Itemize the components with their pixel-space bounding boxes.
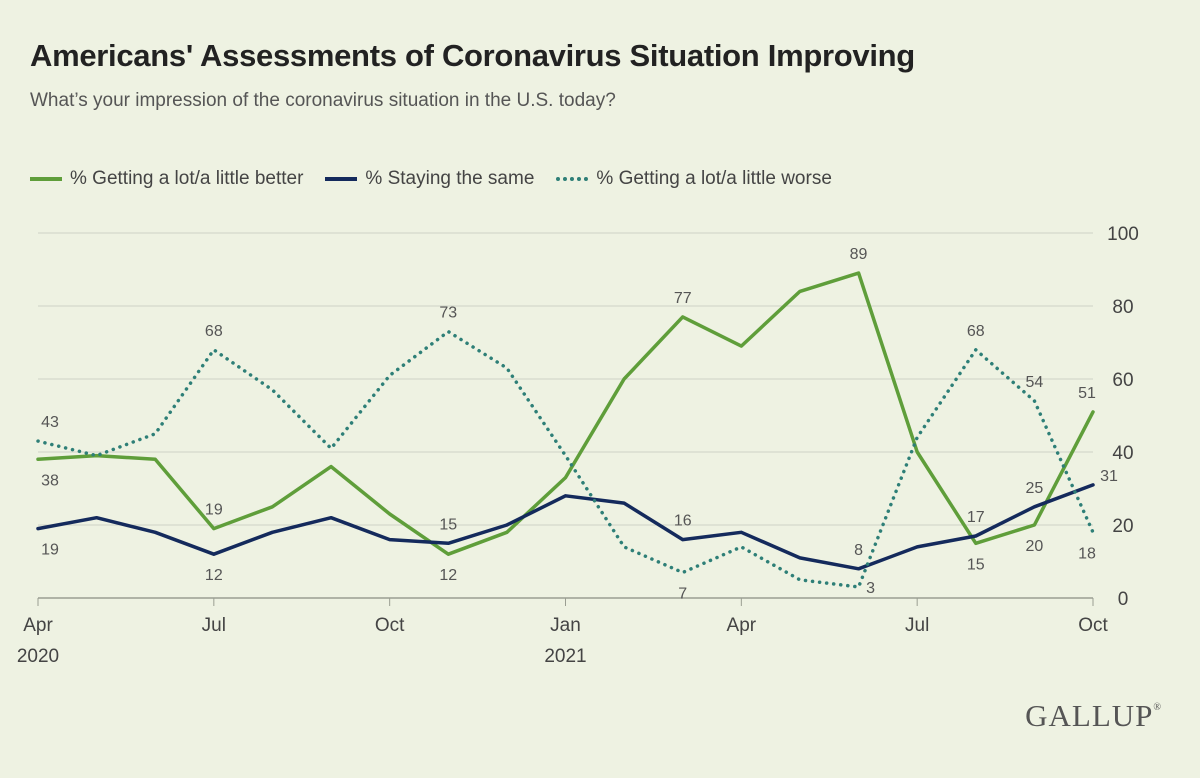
data-label-worse: 7 — [678, 585, 687, 602]
legend-label-worse: % Getting a lot/a little worse — [596, 168, 832, 189]
series-line-better — [36, 271, 1095, 556]
legend-swatch-better — [30, 177, 62, 181]
data-label-worse: 43 — [41, 414, 59, 431]
chart-legend: % Getting a lot/a little better % Stayin… — [30, 168, 854, 190]
y-tick-label: 40 — [1112, 443, 1133, 464]
data-label-same: 25 — [1025, 480, 1043, 497]
data-label-same: 31 — [1100, 468, 1118, 485]
data-label-worse: 3 — [866, 580, 875, 597]
y-tick-label: 100 — [1107, 224, 1139, 245]
chart-title: Americans' Assessments of Coronavirus Si… — [30, 38, 915, 73]
legend-swatch-same — [325, 177, 358, 181]
legend-label-better: % Getting a lot/a little better — [70, 168, 304, 189]
x-tick-label: Jul — [202, 615, 226, 636]
data-label-worse: 54 — [1025, 374, 1043, 391]
data-label-better: 77 — [674, 290, 692, 307]
data-label-same: 17 — [967, 509, 985, 526]
logo-text: GALLUP — [1025, 698, 1154, 733]
data-label-better: 89 — [850, 246, 868, 263]
data-label-same: 16 — [674, 513, 692, 530]
legend-item-better: % Getting a lot/a little better — [30, 168, 303, 190]
data-label-same: 12 — [205, 567, 223, 584]
legend-label-same: % Staying the same — [365, 168, 535, 189]
data-label-same: 15 — [439, 516, 457, 533]
gallup-logo: GALLUP® — [1025, 698, 1162, 734]
data-label-better: 19 — [205, 502, 223, 519]
x-tick-label: Oct — [375, 615, 405, 636]
series-line-same — [36, 483, 1095, 571]
data-label-worse: 68 — [967, 323, 985, 340]
data-label-better: 15 — [967, 556, 985, 573]
x-tick-sublabel: 2021 — [544, 646, 586, 667]
y-tick-label: 80 — [1112, 297, 1133, 318]
logo-registered-mark: ® — [1153, 702, 1162, 713]
x-tick-label: Jul — [905, 615, 929, 636]
series-lines — [36, 271, 1095, 589]
legend-swatch-worse — [556, 177, 589, 181]
x-tick-label: Apr — [727, 615, 757, 636]
x-tick-label: Apr — [23, 615, 53, 636]
y-tick-label: 0 — [1118, 589, 1129, 610]
data-label-better: 38 — [41, 472, 59, 489]
data-label-worse: 18 — [1078, 545, 1096, 562]
x-tick-sublabel: 2020 — [17, 646, 59, 667]
data-label-same: 19 — [41, 542, 59, 559]
data-label-worse: 68 — [205, 323, 223, 340]
data-label-better: 51 — [1078, 385, 1096, 402]
data-label-better: 12 — [439, 567, 457, 584]
legend-item-same: % Staying the same — [325, 168, 534, 190]
y-tick-label: 60 — [1112, 370, 1133, 391]
data-label-better: 20 — [1025, 538, 1043, 555]
legend-item-worse: % Getting a lot/a little worse — [556, 168, 832, 190]
x-tick-label: Jan — [550, 615, 581, 636]
chart-subtitle: What’s your impression of the coronaviru… — [30, 90, 616, 111]
data-label-same: 8 — [854, 542, 863, 559]
series-line-worse — [36, 329, 1095, 589]
y-axis-ticks: 0 20 40 60 80 100 — [1107, 224, 1139, 610]
x-tick-label: Oct — [1078, 615, 1108, 636]
data-label-worse: 73 — [439, 305, 457, 322]
y-tick-label: 20 — [1112, 516, 1133, 537]
x-axis-ticks: Apr 2020 Jul Oct Jan 2021 Apr Jul Oct — [17, 598, 1108, 667]
